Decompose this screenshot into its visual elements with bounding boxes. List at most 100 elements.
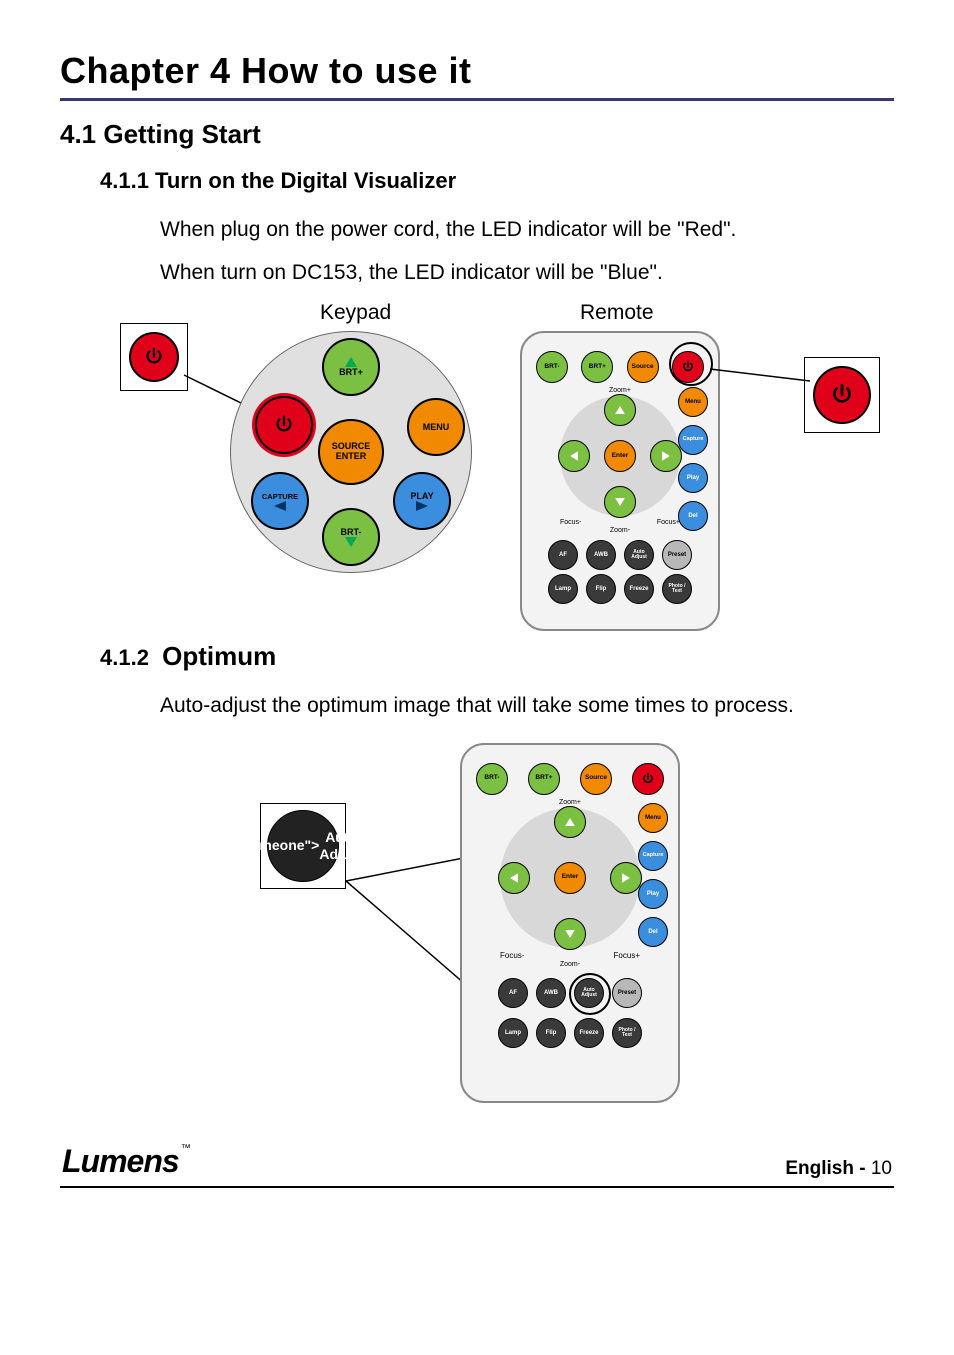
footer-separator: - <box>854 1158 871 1179</box>
remote-photo-text: Photo / Text <box>662 574 692 604</box>
remote-capture-label: Capture <box>683 437 704 443</box>
keypad-label: Keypad <box>320 301 480 325</box>
right-arrow-icon <box>622 873 630 883</box>
remote-freeze-label: Freeze <box>579 1030 598 1036</box>
remote-menu-label: Menu <box>685 399 701 405</box>
remote-power-highlight-icon <box>669 342 713 386</box>
down-arrow-icon <box>565 930 575 938</box>
down-arrow-icon <box>345 537 357 547</box>
remote-play: Play <box>638 879 668 909</box>
remote-play: Play <box>678 463 708 493</box>
keypad-menu: MENU <box>407 398 465 456</box>
remote-freeze-label: Freeze <box>629 586 648 592</box>
remote-awb-label: AWB <box>544 990 558 996</box>
remote-photo-text-label: Photo / Text <box>613 1028 641 1038</box>
chapter-title: Chapter 4 How to use it <box>60 50 894 92</box>
remote-enter: Enter <box>604 440 636 472</box>
remote-play-label: Play <box>647 891 659 897</box>
remote-diagram-2: BRT- BRT+ Source Zoom+ Enter Focus- Focu… <box>460 743 680 1103</box>
remote-brt-minus-label: BRT- <box>484 775 499 782</box>
remote-brt-plus: BRT+ <box>528 763 560 795</box>
remote-flip: Flip <box>586 574 616 604</box>
remote-auto-adjust: Auto Adjust <box>624 540 654 570</box>
remote-source-label: Source <box>585 775 607 782</box>
auto-adjust-callout: someone"> Auto Adjust <box>260 803 346 889</box>
auto-adjust-label-1: Auto <box>325 829 357 845</box>
power-glyph-icon <box>829 382 855 408</box>
remote-source-label: Source <box>632 364 654 371</box>
keypad-source-enter: SOURCE ENTER <box>318 419 384 485</box>
footer-rule <box>60 1186 894 1188</box>
para-power-blue: When turn on DC153, the LED indicator wi… <box>160 257 894 290</box>
remote-brt-plus: BRT+ <box>581 351 613 383</box>
remote-capture: Capture <box>638 841 668 871</box>
remote-flip-label: Flip <box>596 586 607 592</box>
section-4-1-2-number: 4.1.2 <box>100 645 149 670</box>
remote-enter: Enter <box>554 862 586 894</box>
remote-focus-plus-label: Focus+ <box>657 519 680 526</box>
keypad-enter-label: ENTER <box>336 452 367 462</box>
left-arrow-icon <box>274 501 286 511</box>
left-arrow-icon <box>570 451 578 461</box>
power-glyph-icon <box>273 414 295 436</box>
remote-zoom-down <box>604 486 636 518</box>
keypad-capture-label: CAPTURE <box>262 492 298 501</box>
power-glyph-icon <box>641 772 655 786</box>
remote-preset-label: Preset <box>668 552 686 558</box>
remote-preset-label: Preset <box>618 990 636 996</box>
section-4-1-2-title: Optimum <box>162 641 276 671</box>
auto-adjust-icon: someone"> Auto Adjust <box>267 810 339 882</box>
keypad-brt-minus: BRT- <box>322 508 380 566</box>
remote-del: Del <box>678 501 708 531</box>
keypad-menu-label: MENU <box>423 422 450 432</box>
remote-af-label: AF <box>559 552 567 558</box>
remote-af: AF <box>498 978 528 1008</box>
right-arrow-icon <box>662 451 670 461</box>
remote-auto-adjust-highlight-icon <box>569 973 611 1015</box>
remote-lamp: Lamp <box>498 1018 528 1048</box>
remote-menu: Menu <box>678 387 708 417</box>
remote-focus-minus <box>498 862 530 894</box>
remote-brt-plus-label: BRT+ <box>589 364 606 371</box>
up-arrow-icon <box>565 818 575 826</box>
keypad-brt-plus: BRT+ <box>322 338 380 396</box>
remote-enter-label: Enter <box>612 453 629 460</box>
remote-del-label: Del <box>688 513 697 519</box>
remote-focus-minus-label: Focus- <box>500 951 524 960</box>
page-footer: Lumens™ English - 10 <box>60 1143 894 1188</box>
auto-adjust-label-2: Adjust <box>319 846 363 862</box>
remote-dpad: Enter <box>500 808 640 948</box>
remote-lamp-label: Lamp <box>505 1030 521 1036</box>
power-glyph-icon <box>143 346 165 368</box>
keypad-play-label: PLAY <box>410 491 433 501</box>
remote-enter-label: Enter <box>562 874 579 881</box>
remote-del-label: Del <box>648 929 657 935</box>
remote-awb: AWB <box>536 978 566 1008</box>
power-icon <box>129 332 179 382</box>
keypad-brt-plus-label: BRT+ <box>339 367 363 377</box>
keypad-play: PLAY <box>393 472 451 530</box>
remote-photo-text-label: Photo / Text <box>663 584 691 594</box>
remote-auto-adjust-label: Auto Adjust <box>625 550 653 560</box>
keypad-power <box>255 396 313 454</box>
keypad-diagram: BRT+ BRT- MENU PLAY CAPTURE <box>230 331 472 573</box>
remote-source: Source <box>580 763 612 795</box>
remote-focus-plus-label: Focus+ <box>614 951 640 960</box>
para-power-red: When plug on the power cord, the LED ind… <box>160 214 894 247</box>
remote-zoom-up <box>554 806 586 838</box>
remote-capture: Capture <box>678 425 708 455</box>
down-arrow-icon <box>615 498 625 506</box>
remote-capture-label: Capture <box>643 853 664 859</box>
section-4-1-heading: 4.1 Getting Start <box>60 119 894 150</box>
remote-freeze: Freeze <box>624 574 654 604</box>
remote-del: Del <box>638 917 668 947</box>
remote-awb-label: AWB <box>594 552 608 558</box>
remote-preset: Preset <box>662 540 692 570</box>
keypad-capture: CAPTURE <box>251 472 309 530</box>
left-arrow-icon <box>510 873 518 883</box>
remote-freeze: Freeze <box>574 1018 604 1048</box>
remote-play-label: Play <box>687 475 699 481</box>
remote-source: Source <box>627 351 659 383</box>
para-optimum: Auto-adjust the optimum image that will … <box>160 690 894 723</box>
remote-photo-text: Photo / Text <box>612 1018 642 1048</box>
